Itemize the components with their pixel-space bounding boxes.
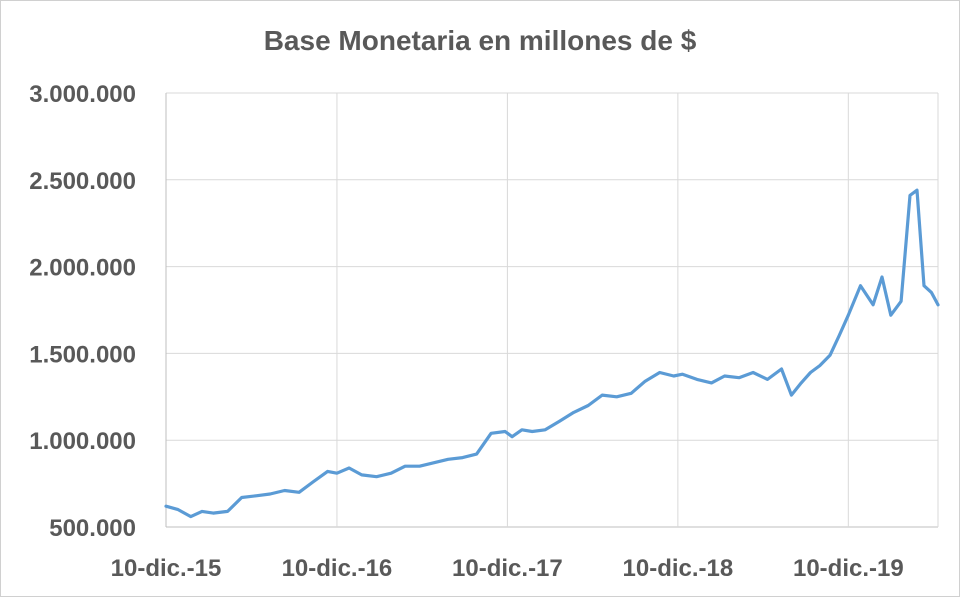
y-tick-label: 2.000.000 (29, 255, 136, 282)
x-tick-label: 10-dic.-18 (623, 555, 734, 582)
series-line (164, 188, 940, 519)
y-tick-label: 2.500.000 (29, 168, 136, 195)
x-tick-label: 10-dic.-15 (111, 555, 222, 582)
series-layer (164, 188, 940, 519)
x-tick-label: 10-dic.-17 (452, 555, 563, 582)
chart-title: Base Monetaria en millones de $ (264, 25, 697, 56)
x-axis-tick-labels: 10-dic.-15 10-dic.-16 10-dic.-17 10-dic.-18… (111, 555, 904, 582)
y-tick-label: 3.000.000 (29, 81, 136, 108)
gridlines (165, 92, 939, 528)
y-tick-label: 500.000 (49, 515, 136, 542)
y-axis-tick-labels: 500.000 1.000.000 1.500.000 2.000.000 2.500.… (29, 81, 136, 542)
x-tick-label: 10-dic.-19 (793, 555, 904, 582)
x-tick-label: 10-dic.-16 (282, 555, 393, 582)
y-tick-label: 1.000.000 (29, 428, 136, 455)
y-tick-label: 1.500.000 (29, 341, 136, 368)
